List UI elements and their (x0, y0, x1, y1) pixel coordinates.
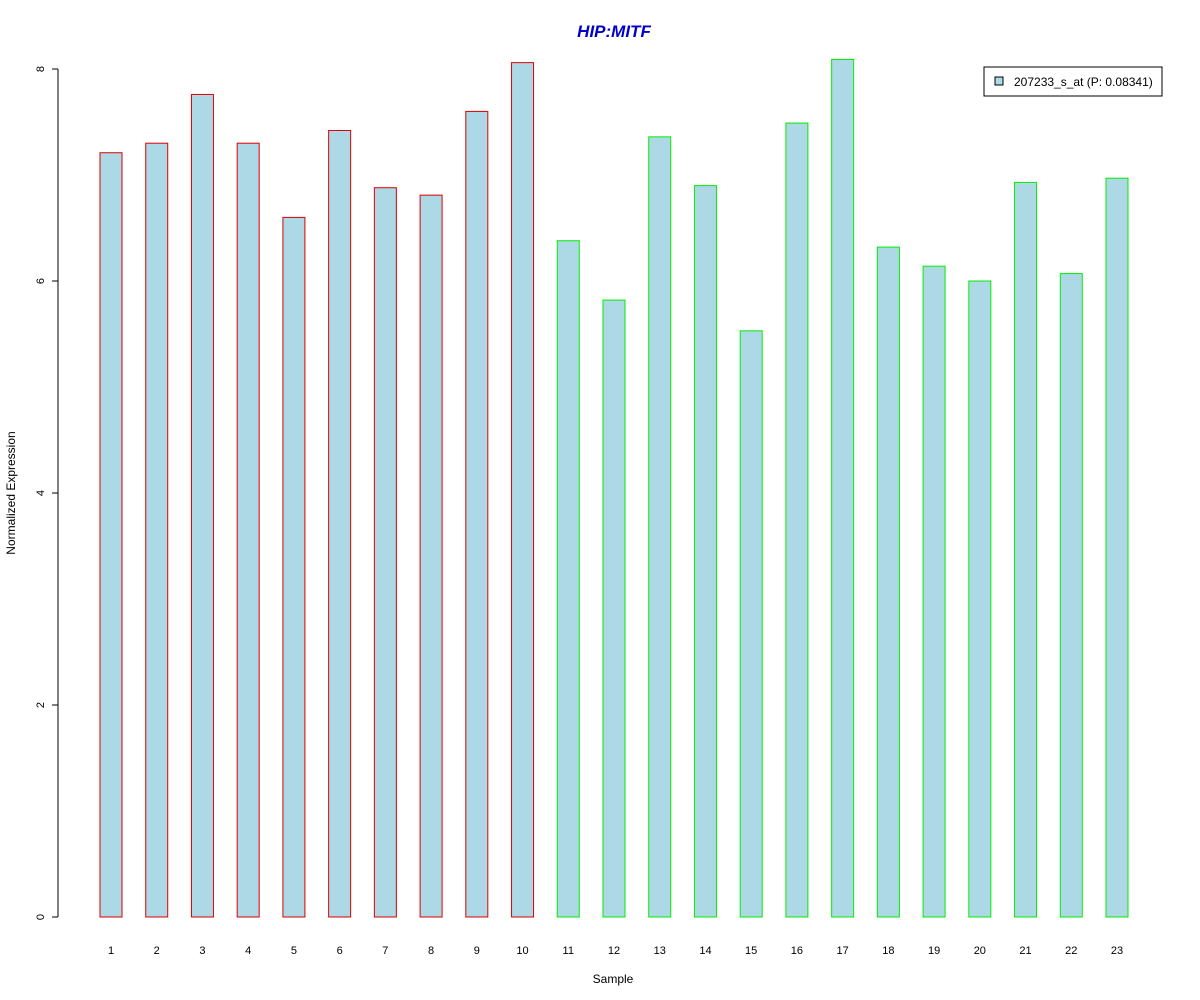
legend-swatch (994, 76, 1004, 86)
bars-group (99, 58, 1129, 918)
y-tick-label: 2 (35, 702, 47, 708)
legend-label: 207233_s_at (P: 0.08341) (1014, 75, 1153, 89)
legend: 207233_s_at (P: 0.08341) (983, 66, 1163, 97)
bar-sample-3 (190, 93, 214, 918)
legend-box (983, 66, 1163, 97)
bar-sample-6 (328, 129, 352, 918)
bar-sample-20 (968, 280, 992, 918)
x-tick-label: 19 (928, 945, 940, 957)
x-tick-label: 10 (516, 945, 528, 957)
x-tick-label: 14 (699, 945, 711, 957)
bar-sample-17 (831, 58, 855, 918)
x-tick-label: 13 (654, 945, 666, 957)
bar-sample-14 (693, 185, 717, 918)
bar-sample-10 (511, 62, 535, 918)
x-tick-label: 16 (791, 945, 803, 957)
x-tick-label: 5 (291, 945, 297, 957)
bar-sample-4 (236, 142, 260, 918)
x-tick-label: 15 (745, 945, 757, 957)
x-tick-label: 3 (199, 945, 205, 957)
bar-sample-21 (1014, 181, 1038, 918)
x-tick-label: 9 (474, 945, 480, 957)
x-tick-label: 6 (337, 945, 343, 957)
y-tick-label: 8 (35, 66, 47, 72)
x-tick-label: 8 (428, 945, 434, 957)
y-axis-ticks: 0 2 4 6 8 (35, 66, 58, 920)
x-tick-label: 17 (837, 945, 849, 957)
x-tick-label: 7 (382, 945, 388, 957)
y-axis-title: Normalized Expression (4, 431, 18, 554)
bar-sample-1 (99, 152, 123, 918)
bar-sample-19 (922, 265, 946, 918)
x-tick-label: 20 (974, 945, 986, 957)
x-tick-label: 12 (608, 945, 620, 957)
bar-sample-12 (602, 299, 626, 918)
x-tick-label: 21 (1019, 945, 1031, 957)
bar-sample-11 (556, 240, 580, 918)
y-tick-label: 0 (35, 914, 47, 920)
bar-sample-7 (373, 187, 397, 918)
x-tick-label: 1 (108, 945, 114, 957)
bar-sample-18 (876, 246, 900, 918)
bar-sample-5 (282, 216, 306, 918)
y-tick-label: 6 (35, 278, 47, 284)
bar-sample-22 (1059, 273, 1083, 918)
x-tick-label: 11 (563, 945, 574, 957)
bar-sample-9 (465, 110, 489, 918)
x-tick-label: 18 (882, 945, 894, 957)
x-tick-label: 23 (1111, 945, 1123, 957)
bar-sample-23 (1105, 177, 1129, 918)
x-axis-tick-labels: 1 2 3 4 5 6 7 8 9 10 11 12 13 14 15 16 17 18 19 20 21 22 23 (108, 945, 1123, 957)
bar-sample-15 (739, 330, 763, 918)
chart-title: HIP:MITF (577, 22, 651, 41)
x-tick-label: 2 (154, 945, 160, 957)
bar-sample-2 (145, 142, 169, 918)
bar-sample-16 (785, 122, 809, 918)
x-tick-label: 22 (1065, 945, 1077, 957)
x-tick-label: 4 (245, 945, 251, 957)
bar-sample-13 (648, 136, 672, 918)
bar-sample-8 (419, 194, 443, 918)
y-tick-label: 4 (35, 490, 47, 496)
x-axis-title: Sample (593, 972, 634, 986)
